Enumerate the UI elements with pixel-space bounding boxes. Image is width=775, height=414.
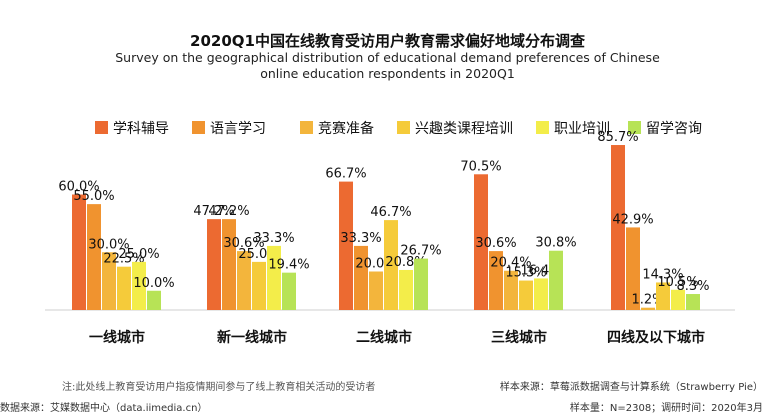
bar [72,194,86,310]
bar [384,220,398,310]
bar [237,251,251,310]
bar [656,282,670,310]
bar [399,269,413,310]
bar-value-label: 47.2% [193,204,234,219]
bar-value-label: 60.0% [58,180,99,195]
bar-value-label: 30.8% [535,236,576,251]
bar [686,294,700,310]
bar-value-label: 30.6% [475,236,516,251]
bar [267,245,281,310]
bar-value-label: 10.5% [657,275,698,290]
bar [207,219,221,310]
bar [474,174,488,310]
legend-swatch [300,121,313,134]
bar-value-label: 66.7% [325,167,366,182]
sample-info: 样本量：N=2308；调研时间：2020年3月 [569,403,763,414]
legend-swatch [192,121,205,134]
bar-value-label: 26.7% [400,244,441,259]
bar [102,252,116,310]
bar [132,261,146,310]
bar-value-label: 19.4% [268,258,309,273]
bar [117,266,131,310]
bar [87,204,101,310]
sample-source: 样本来源：草莓派数据调查与计算系统（Strawberry Pie） [499,382,763,393]
bar-value-label: 30.6% [223,236,264,251]
category-label: 二线城市 [356,329,412,346]
legend-label: 留学咨询 [646,121,702,137]
title-block: 2020Q1中国在线教育受访用户教育需求偏好地域分布调查 Survey on t… [0,32,775,82]
bar-value-label: 33.3% [340,231,381,246]
bar [519,280,533,310]
bar-value-label: 33.3% [253,231,294,246]
bar-value-label: 20.4% [490,256,531,271]
bar-value-label: 10.0% [133,276,174,291]
bar [282,272,296,310]
bar [489,251,503,310]
bar [147,290,161,310]
bar-value-label: 85.7% [597,130,638,145]
chart-subtitle-line-2: online education respondents in 2020Q1 [260,66,515,81]
legend-swatch [397,121,410,134]
bar [354,245,368,310]
bar [369,271,383,310]
legend-label: 语言学习 [210,121,266,137]
category-label: 新一线城市 [217,329,287,346]
legend-swatch [536,121,549,134]
bar [641,307,655,310]
bar-value-label: 46.7% [370,205,411,220]
category-label: 三线城市 [491,329,547,346]
bar-value-label: 14.3% [642,267,683,282]
bar-value-label: 25.0% [118,247,159,262]
bar-value-label: 30.0% [88,237,129,252]
bar-value-label: 42.9% [612,212,653,227]
bar [414,258,428,310]
bar [252,261,266,310]
data-source: 数据来源：艾媒数据中心（data.iimedia.cn） [0,403,208,414]
legend-label: 职业培训 [554,121,610,137]
legend-label: 兴趣类课程培训 [415,121,513,137]
bar-value-label: 8.3% [676,279,709,294]
bar-value-label: 47.2% [208,204,249,219]
bar-value-label: 70.5% [460,159,501,174]
legend-swatch [628,121,641,134]
bar [549,250,563,310]
bar [626,227,640,310]
bar-value-label: 15.3% [505,266,546,281]
legend-label: 学科辅导 [113,121,169,137]
legend-swatch [95,121,108,134]
bar [671,289,685,310]
bar-value-label: 55.0% [73,189,114,204]
bar [504,270,518,310]
bar [222,219,236,310]
chart-title: 2020Q1中国在线教育受访用户教育需求偏好地域分布调查 [190,32,585,50]
bar [611,145,625,310]
chart-subtitle-line-1: Survey on the geographical distribution … [115,50,660,65]
bar [339,181,353,310]
legend-label: 竞赛准备 [318,120,374,137]
category-label: 四线及以下城市 [607,329,705,346]
category-label: 一线城市 [89,329,145,346]
footnote: 注:此处线上教育受访用户指疫情期间参与了线上教育相关活动的受访者 [62,382,376,393]
bar [534,278,548,310]
